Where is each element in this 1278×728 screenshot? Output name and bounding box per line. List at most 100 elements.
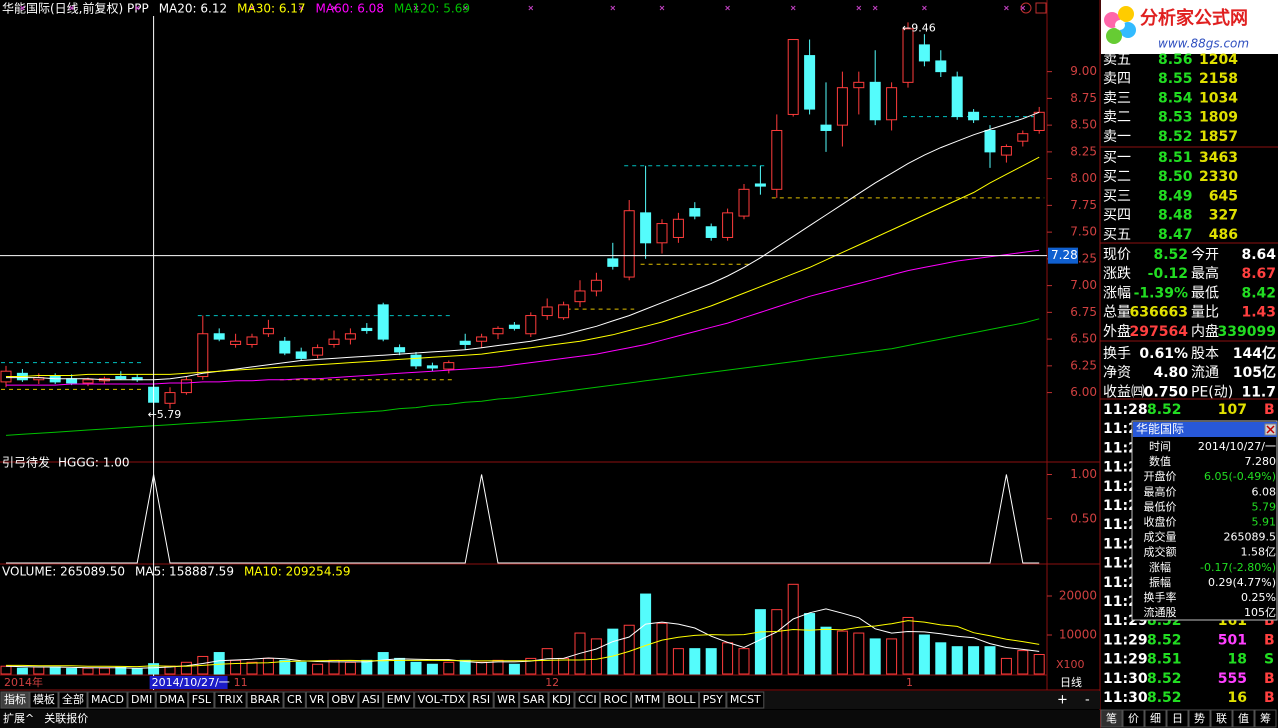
tab[interactable] bbox=[631, 691, 664, 709]
candle-body bbox=[361, 327, 373, 332]
footer-tab[interactable]: 扩展^ bbox=[3, 711, 34, 725]
legend-entry: MA60: 6.08 bbox=[316, 2, 384, 16]
quote-value: -1.39% bbox=[1134, 285, 1188, 301]
candle-body bbox=[738, 188, 750, 217]
tick-side: B bbox=[1264, 671, 1275, 687]
tab[interactable] bbox=[305, 691, 329, 709]
tab[interactable] bbox=[214, 691, 247, 709]
tab[interactable] bbox=[246, 691, 284, 709]
book-label: 买二 bbox=[1103, 169, 1131, 185]
popup-value: 105亿 bbox=[1244, 606, 1276, 619]
volume-bar bbox=[590, 638, 602, 675]
tab[interactable] bbox=[188, 691, 215, 709]
side-tab[interactable] bbox=[1166, 709, 1189, 728]
tab[interactable] bbox=[548, 691, 575, 709]
tab[interactable] bbox=[383, 691, 415, 709]
volume-bar bbox=[722, 642, 734, 675]
book-label: 卖一 bbox=[1103, 129, 1131, 145]
zoom-button[interactable]: + bbox=[1057, 693, 1068, 708]
tick-time: 11:2 bbox=[1103, 498, 1138, 514]
tab[interactable] bbox=[29, 691, 59, 709]
tab[interactable] bbox=[87, 691, 128, 709]
tab-label: EMV bbox=[387, 693, 411, 706]
volume-bar bbox=[886, 638, 898, 675]
window-icon[interactable] bbox=[1020, 2, 1032, 14]
tab-label: WR bbox=[497, 693, 516, 706]
volume-bar bbox=[476, 661, 488, 675]
tab[interactable] bbox=[328, 691, 359, 709]
tick-time: 11:2 bbox=[1103, 556, 1138, 572]
signal-marker bbox=[69, 5, 74, 11]
tick-price: 8.52 bbox=[1147, 671, 1182, 687]
volume-bar bbox=[230, 659, 242, 675]
book-label: 卖三 bbox=[1103, 90, 1131, 106]
volume-bar bbox=[508, 663, 520, 675]
tab[interactable] bbox=[600, 691, 632, 709]
volume-bar bbox=[525, 657, 537, 675]
candle-body bbox=[656, 223, 668, 244]
candle-body bbox=[410, 354, 422, 367]
candle-body bbox=[607, 258, 619, 267]
side-tab[interactable] bbox=[1232, 709, 1255, 728]
volume-bar bbox=[869, 638, 881, 675]
tab[interactable] bbox=[155, 691, 189, 709]
tab[interactable] bbox=[574, 691, 601, 709]
tab[interactable] bbox=[493, 691, 520, 709]
book-price: 8.52 bbox=[1158, 129, 1193, 145]
popup-value: 5.91 bbox=[1252, 516, 1277, 529]
book-volume: 2330 bbox=[1199, 169, 1238, 185]
tab[interactable] bbox=[283, 691, 306, 709]
legend-entry: HGGG: 1.00 bbox=[58, 456, 130, 470]
tab[interactable] bbox=[0, 691, 30, 709]
side-tab[interactable] bbox=[1254, 709, 1277, 728]
volume-bar bbox=[853, 632, 865, 675]
tab[interactable] bbox=[726, 691, 765, 709]
side-tab[interactable] bbox=[1188, 709, 1211, 728]
side-tab[interactable] bbox=[1122, 709, 1145, 728]
side-tab[interactable] bbox=[1100, 709, 1123, 728]
tab[interactable] bbox=[58, 691, 88, 709]
tab-label: VR bbox=[309, 693, 325, 706]
volume-bar bbox=[377, 652, 389, 675]
volume-bar bbox=[410, 661, 422, 675]
tab[interactable] bbox=[663, 691, 700, 709]
volume-bar bbox=[1000, 657, 1012, 675]
tick-side: B bbox=[1264, 632, 1275, 648]
side-tab-label: 联 bbox=[1216, 712, 1227, 725]
candle-body bbox=[476, 336, 488, 342]
book-label: 买五 bbox=[1103, 227, 1131, 243]
candle-body bbox=[328, 338, 340, 345]
candle-body bbox=[508, 324, 520, 329]
volume-bar bbox=[180, 661, 192, 675]
window-icon[interactable] bbox=[1035, 2, 1047, 14]
volume-bar bbox=[312, 663, 324, 675]
quote-label: 今开 bbox=[1191, 247, 1219, 263]
x-tick-label: 2014年 bbox=[4, 675, 43, 689]
popup-value: 0.29(4.77%) bbox=[1208, 576, 1276, 589]
tab[interactable] bbox=[699, 691, 727, 709]
candle-body bbox=[689, 208, 701, 217]
side-tab[interactable] bbox=[1144, 709, 1167, 728]
tab[interactable] bbox=[358, 691, 384, 709]
tab-label: PSY bbox=[703, 693, 724, 706]
candle-body bbox=[295, 351, 307, 359]
volume-bar bbox=[771, 609, 783, 675]
zoom-button[interactable]: - bbox=[1085, 693, 1090, 708]
candle-body bbox=[344, 333, 356, 340]
tab-label: SAR bbox=[523, 693, 546, 706]
tab[interactable] bbox=[127, 691, 156, 709]
book-volume: 327 bbox=[1209, 208, 1238, 224]
x-tick-label: 12 bbox=[545, 676, 559, 689]
book-volume: 2158 bbox=[1199, 71, 1238, 87]
popup-label: 涨幅 bbox=[1149, 561, 1171, 574]
tab[interactable] bbox=[468, 691, 494, 709]
volume-bar bbox=[344, 661, 356, 675]
side-tab[interactable] bbox=[1210, 709, 1233, 728]
footer-tab[interactable]: 关联报价 bbox=[44, 711, 88, 725]
quote-value: 8.64 bbox=[1241, 247, 1276, 263]
volume-bar bbox=[213, 652, 225, 675]
tab[interactable] bbox=[519, 691, 549, 709]
tab[interactable] bbox=[414, 691, 469, 709]
